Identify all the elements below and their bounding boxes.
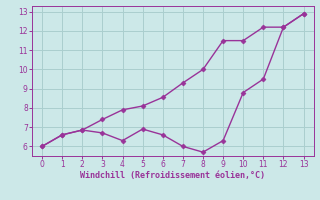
X-axis label: Windchill (Refroidissement éolien,°C): Windchill (Refroidissement éolien,°C) — [80, 171, 265, 180]
